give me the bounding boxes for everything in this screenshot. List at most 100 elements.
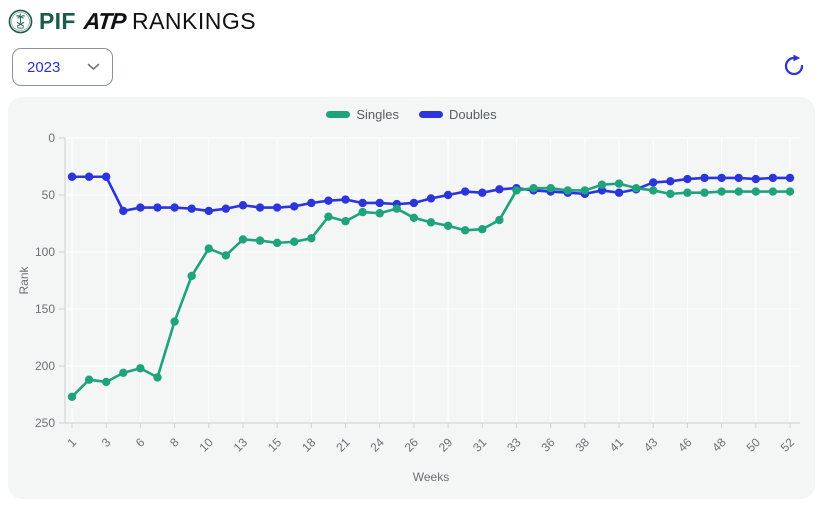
data-point[interactable]: [409, 213, 419, 222]
data-point[interactable]: [751, 187, 761, 196]
chevron-down-icon: [87, 63, 100, 70]
data-point[interactable]: [460, 226, 470, 235]
y-axis-title: Rank: [17, 265, 31, 294]
data-point[interactable]: [324, 212, 333, 221]
data-point[interactable]: [580, 186, 590, 195]
data-point[interactable]: [392, 204, 402, 213]
data-point[interactable]: [751, 174, 761, 184]
data-point[interactable]: [187, 271, 196, 281]
data-point[interactable]: [375, 198, 384, 208]
data-point[interactable]: [409, 198, 419, 208]
refresh-button[interactable]: [781, 53, 807, 79]
data-point[interactable]: [460, 187, 470, 196]
data-point[interactable]: [136, 364, 145, 373]
data-point[interactable]: [101, 377, 111, 387]
data-point[interactable]: [426, 218, 436, 227]
legend-swatch: [418, 111, 443, 118]
data-point[interactable]: [272, 203, 282, 212]
data-point[interactable]: [426, 194, 436, 203]
data-point[interactable]: [375, 209, 384, 218]
data-point[interactable]: [666, 189, 675, 199]
data-point[interactable]: [683, 188, 692, 197]
svg-text:150: 150: [35, 302, 55, 316]
data-point[interactable]: [649, 178, 658, 187]
data-point[interactable]: [324, 196, 333, 205]
data-point[interactable]: [529, 183, 538, 193]
data-point[interactable]: [717, 173, 726, 183]
svg-text:36: 36: [538, 435, 558, 455]
data-point[interactable]: [204, 206, 213, 216]
data-point[interactable]: [204, 244, 213, 253]
data-point[interactable]: [255, 236, 265, 245]
svg-text:0: 0: [48, 131, 55, 145]
data-point[interactable]: [734, 173, 743, 183]
data-point[interactable]: [119, 368, 128, 378]
data-point[interactable]: [290, 237, 299, 246]
legend-item-singles[interactable]: Singles: [326, 107, 399, 122]
data-point[interactable]: [512, 186, 521, 195]
data-point[interactable]: [717, 187, 726, 196]
data-point[interactable]: [238, 235, 248, 244]
data-point[interactable]: [272, 238, 282, 248]
brand-pif: PIF: [39, 7, 76, 34]
svg-text:43: 43: [641, 435, 661, 455]
data-point[interactable]: [597, 180, 607, 189]
data-point[interactable]: [768, 187, 778, 196]
data-point[interactable]: [221, 204, 231, 213]
svg-text:15: 15: [265, 435, 285, 455]
data-point[interactable]: [153, 373, 162, 382]
data-point[interactable]: [478, 188, 487, 197]
svg-text:21: 21: [333, 435, 353, 455]
data-point[interactable]: [67, 172, 77, 181]
data-point[interactable]: [290, 202, 299, 211]
data-point[interactable]: [136, 203, 145, 212]
svg-text:50: 50: [42, 188, 56, 202]
year-select[interactable]: 2023: [12, 48, 113, 86]
data-point[interactable]: [495, 185, 504, 194]
svg-text:50: 50: [744, 435, 764, 455]
legend-label: Doubles: [448, 107, 497, 122]
data-point[interactable]: [478, 225, 487, 234]
data-point[interactable]: [768, 173, 778, 183]
data-point[interactable]: [341, 217, 350, 226]
data-point[interactable]: [119, 206, 128, 216]
data-point[interactable]: [443, 221, 453, 230]
series-singles[interactable]: [67, 179, 795, 401]
data-point[interactable]: [170, 317, 179, 326]
data-point[interactable]: [101, 172, 111, 181]
data-point[interactable]: [153, 203, 162, 212]
data-point[interactable]: [238, 201, 248, 210]
data-point[interactable]: [546, 183, 555, 193]
data-point[interactable]: [255, 203, 265, 212]
data-point[interactable]: [734, 187, 743, 196]
data-point[interactable]: [307, 198, 316, 208]
data-point[interactable]: [700, 188, 709, 197]
data-point[interactable]: [631, 183, 641, 193]
data-point[interactable]: [187, 204, 196, 213]
svg-text:52: 52: [778, 435, 798, 455]
data-point[interactable]: [785, 173, 795, 183]
data-point[interactable]: [84, 172, 94, 181]
data-point[interactable]: [614, 179, 624, 188]
svg-text:13: 13: [231, 435, 251, 455]
data-point[interactable]: [785, 187, 795, 196]
data-point[interactable]: [358, 198, 367, 208]
data-point[interactable]: [307, 234, 316, 243]
data-point[interactable]: [443, 190, 453, 200]
data-point[interactable]: [700, 173, 709, 183]
data-point[interactable]: [84, 375, 94, 384]
svg-text:200: 200: [35, 359, 55, 373]
legend-item-doubles[interactable]: Doubles: [418, 107, 497, 122]
data-point[interactable]: [563, 186, 572, 195]
data-point[interactable]: [341, 195, 350, 204]
data-point[interactable]: [666, 177, 675, 186]
data-point[interactable]: [170, 203, 179, 212]
data-point[interactable]: [683, 174, 692, 184]
data-point[interactable]: [649, 186, 658, 195]
data-point[interactable]: [495, 215, 504, 225]
data-point[interactable]: [358, 207, 367, 217]
data-point[interactable]: [221, 251, 231, 260]
rankings-line-chart[interactable]: 1 3 6 8 10 13 15 18 21 24 26 29 31 33 36 38 41 43 46 48 50 52…: [8, 97, 815, 499]
data-point[interactable]: [614, 188, 624, 197]
data-point[interactable]: [67, 392, 77, 401]
